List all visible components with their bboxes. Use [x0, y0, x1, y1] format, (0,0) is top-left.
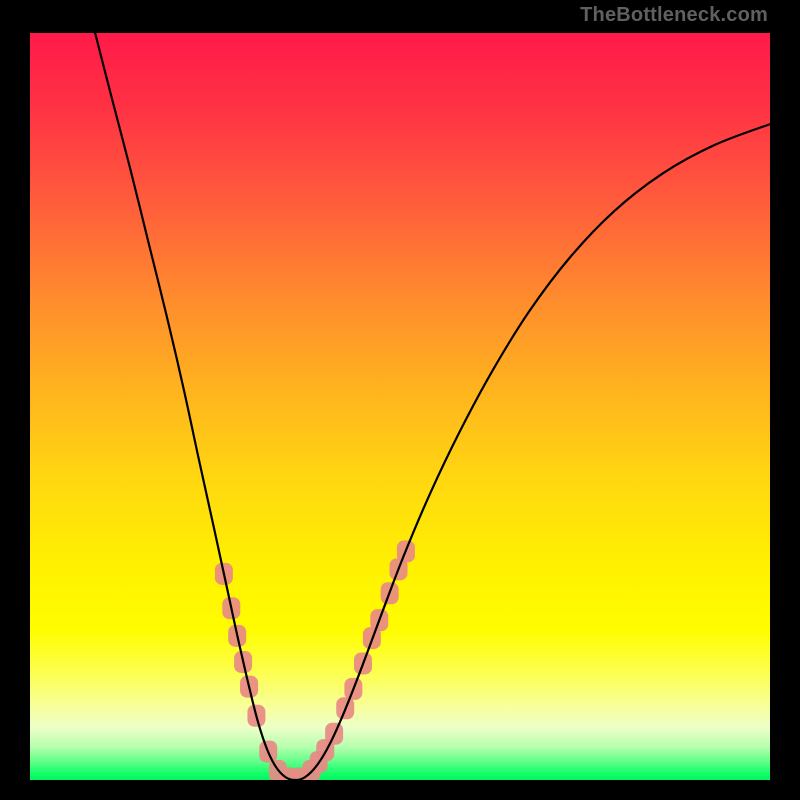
chart-background-gradient [30, 33, 770, 780]
chart-stage: TheBottleneck.com [0, 0, 800, 800]
chart-plot-area [30, 33, 770, 780]
credit-label: TheBottleneck.com [580, 4, 768, 27]
chart-svg [30, 33, 770, 780]
